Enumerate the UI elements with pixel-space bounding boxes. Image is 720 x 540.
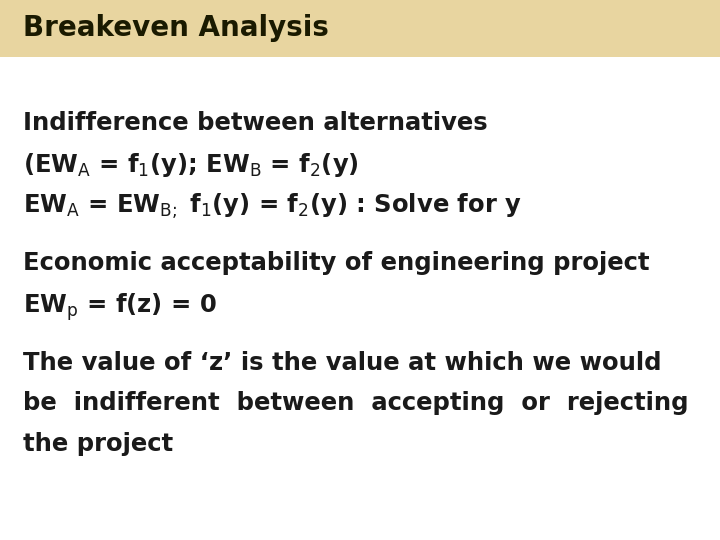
FancyBboxPatch shape xyxy=(0,0,720,57)
Text: EW$_\mathsf{A}$ = EW$_\mathsf{B;}$ f$_\mathsf{1}$(y) = f$_\mathsf{2}$(y) : Solve: EW$_\mathsf{A}$ = EW$_\mathsf{B;}$ f$_\m… xyxy=(23,192,522,221)
Text: Economic acceptability of engineering project: Economic acceptability of engineering pr… xyxy=(23,251,649,275)
Text: The value of ‘z’ is the value at which we would: The value of ‘z’ is the value at which w… xyxy=(23,351,662,375)
Text: EW$_\mathsf{p}$ = f(z) = 0: EW$_\mathsf{p}$ = f(z) = 0 xyxy=(23,292,217,323)
Text: Breakeven Analysis: Breakeven Analysis xyxy=(23,15,329,42)
Text: (EW$_\mathsf{A}$ = f$_\mathsf{1}$(y); EW$_\mathsf{B}$ = f$_\mathsf{2}$(y): (EW$_\mathsf{A}$ = f$_\mathsf{1}$(y); EW… xyxy=(23,151,359,179)
Text: be  indifferent  between  accepting  or  rejecting: be indifferent between accepting or reje… xyxy=(23,392,688,415)
Text: the project: the project xyxy=(23,432,174,456)
Text: Indifference between alternatives: Indifference between alternatives xyxy=(23,111,487,134)
